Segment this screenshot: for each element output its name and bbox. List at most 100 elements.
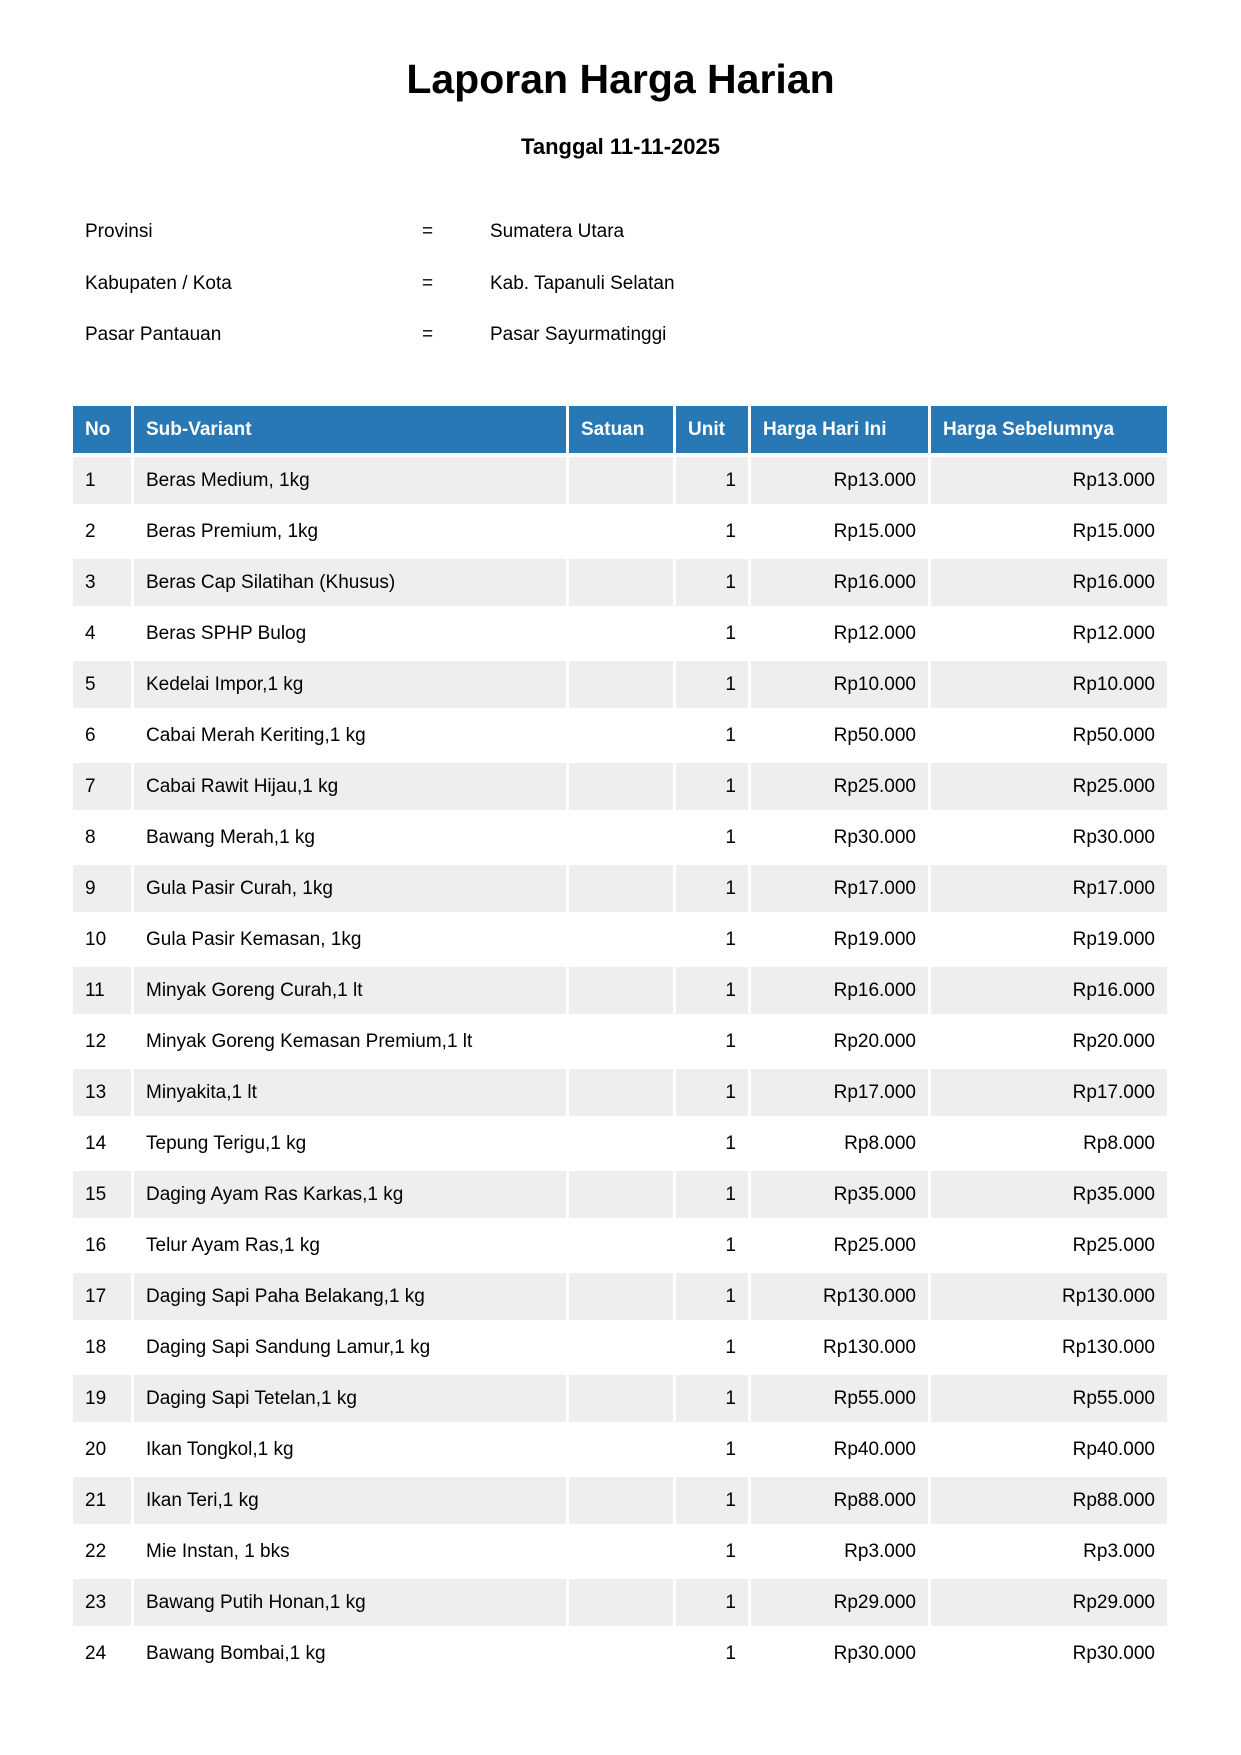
cell-harga-hari-ini: Rp8.000 xyxy=(844,1132,916,1154)
cell-sub-variant: Kedelai Impor,1 kg xyxy=(134,661,566,708)
cell-satuan xyxy=(569,457,673,504)
cell-unit: 1 xyxy=(725,724,736,746)
info-value: Sumatera Utara xyxy=(490,221,625,242)
cell-unit: 1 xyxy=(676,1069,748,1116)
cell-satuan xyxy=(569,1375,673,1422)
report-date: Tanggal 11-11-2025 xyxy=(521,134,720,159)
cell-harga-sebelumnya: Rp17.000 xyxy=(931,1069,1167,1116)
cell-satuan xyxy=(569,712,673,759)
cell-satuan xyxy=(569,1630,673,1677)
info-label: Pasar Pantauan xyxy=(85,324,222,345)
cell-no: 19 xyxy=(73,1375,131,1422)
cell-unit: 1 xyxy=(676,763,748,810)
table-row: 2 Beras Premium, 1kg 1 Rp15.000 Rp15.000 xyxy=(73,508,1167,555)
cell-no: 12 xyxy=(85,1030,107,1052)
cell-satuan xyxy=(569,1222,673,1269)
cell-no: 18 xyxy=(85,1336,107,1358)
cell-no: 15 xyxy=(73,1171,131,1218)
cell-harga-hari-ini: Rp50.000 xyxy=(833,724,916,746)
cell-harga-sebelumnya: Rp40.000 xyxy=(1072,1438,1155,1460)
cell-no: 17 xyxy=(73,1273,131,1320)
cell-sub-variant: Cabai Merah Keriting,1 kg xyxy=(146,724,366,746)
cell-harga-hari-ini: Rp16.000 xyxy=(751,967,928,1014)
cell-harga-hari-ini: Rp17.000 xyxy=(751,1069,928,1116)
cell-harga-sebelumnya: Rp16.000 xyxy=(931,559,1167,606)
cell-harga-hari-ini: Rp13.000 xyxy=(751,457,928,504)
cell-sub-variant: Cabai Rawit Hijau,1 kg xyxy=(134,763,566,810)
cell-sub-variant: Ikan Teri,1 kg xyxy=(134,1477,566,1524)
cell-satuan xyxy=(569,1477,673,1524)
cell-sub-variant: Minyak Goreng Curah,1 lt xyxy=(134,967,566,1014)
cell-unit: 1 xyxy=(725,1438,736,1460)
cell-no: 24 xyxy=(85,1642,107,1664)
cell-no: 20 xyxy=(85,1438,107,1460)
cell-sub-variant: Telur Ayam Ras,1 kg xyxy=(146,1234,320,1256)
table-row: 17 Daging Sapi Paha Belakang,1 kg 1 Rp130.0… xyxy=(73,1273,1167,1320)
cell-no: 13 xyxy=(73,1069,131,1116)
cell-harga-sebelumnya: Rp29.000 xyxy=(931,1579,1167,1626)
cell-harga-sebelumnya: Rp30.000 xyxy=(1072,1642,1155,1664)
info-label: Kabupaten / Kota xyxy=(85,273,232,294)
cell-harga-hari-ini: Rp130.000 xyxy=(751,1273,928,1320)
cell-harga-sebelumnya: Rp8.000 xyxy=(1083,1132,1155,1154)
cell-harga-hari-ini: Rp3.000 xyxy=(844,1540,916,1562)
cell-unit: 1 xyxy=(676,967,748,1014)
cell-unit: 1 xyxy=(725,928,736,950)
info-value: Pasar Sayurmatinggi xyxy=(490,324,667,345)
cell-harga-sebelumnya: Rp25.000 xyxy=(931,763,1167,810)
cell-sub-variant: Mie Instan, 1 bks xyxy=(146,1540,290,1562)
cell-harga-sebelumnya: Rp16.000 xyxy=(931,967,1167,1014)
table-row: 13 Minyakita,1 lt 1 Rp17.000 Rp17.000 xyxy=(73,1069,1167,1116)
cell-satuan xyxy=(569,1273,673,1320)
table-row: 11 Minyak Goreng Curah,1 lt 1 Rp16.000 Rp16.… xyxy=(73,967,1167,1014)
cell-sub-variant: Daging Sapi Paha Belakang,1 kg xyxy=(134,1273,566,1320)
cell-sub-variant: Beras SPHP Bulog xyxy=(146,622,307,644)
info-value: Kab. Tapanuli Selatan xyxy=(490,273,675,294)
cell-harga-hari-ini: Rp15.000 xyxy=(833,520,916,542)
cell-unit: 1 xyxy=(676,457,748,504)
table-row: 23 Bawang Putih Honan,1 kg 1 Rp29.000 Rp29.0… xyxy=(73,1579,1167,1626)
cell-no: 23 xyxy=(73,1579,131,1626)
info-separator: = xyxy=(422,273,434,294)
table-row: 24 Bawang Bombai,1 kg 1 Rp30.000 Rp30.000 xyxy=(73,1630,1167,1677)
header-unit: Unit xyxy=(676,406,748,453)
header-harga-hari-ini: Harga Hari Ini xyxy=(751,406,928,453)
cell-no: 6 xyxy=(85,724,96,746)
cell-harga-sebelumnya: Rp12.000 xyxy=(1072,622,1155,644)
cell-harga-hari-ini: Rp17.000 xyxy=(751,865,928,912)
cell-unit: 1 xyxy=(725,1336,736,1358)
cell-harga-sebelumnya: Rp13.000 xyxy=(931,457,1167,504)
cell-satuan xyxy=(569,763,673,810)
cell-harga-sebelumnya: Rp19.000 xyxy=(1072,928,1155,950)
cell-harga-sebelumnya: Rp35.000 xyxy=(931,1171,1167,1218)
cell-no: 16 xyxy=(85,1234,107,1256)
table-row: 16 Telur Ayam Ras,1 kg 1 Rp25.000 Rp25.000 xyxy=(73,1222,1167,1269)
info-separator: = xyxy=(422,221,434,242)
table-row: 4 Beras SPHP Bulog 1 Rp12.000 Rp12.000 xyxy=(73,610,1167,657)
cell-satuan xyxy=(569,610,673,657)
table-row: 18 Daging Sapi Sandung Lamur,1 kg 1 Rp130.0… xyxy=(73,1324,1167,1371)
cell-satuan xyxy=(569,1426,673,1473)
cell-harga-hari-ini: Rp25.000 xyxy=(751,763,928,810)
cell-satuan xyxy=(569,1120,673,1167)
cell-satuan xyxy=(569,508,673,555)
cell-harga-hari-ini: Rp88.000 xyxy=(751,1477,928,1524)
cell-satuan xyxy=(569,967,673,1014)
cell-satuan xyxy=(569,1324,673,1371)
cell-sub-variant: Gula Pasir Kemasan, 1kg xyxy=(146,928,362,950)
cell-no: 8 xyxy=(85,826,96,848)
cell-no: 7 xyxy=(73,763,131,810)
cell-no: 3 xyxy=(73,559,131,606)
cell-unit: 1 xyxy=(725,826,736,848)
info-separator: = xyxy=(422,324,434,345)
cell-harga-hari-ini: Rp19.000 xyxy=(833,928,916,950)
header-satuan: Satuan xyxy=(569,406,673,453)
cell-satuan xyxy=(569,1018,673,1065)
cell-sub-variant: Beras Cap Silatihan (Khusus) xyxy=(134,559,566,606)
cell-no: 22 xyxy=(85,1540,107,1562)
cell-unit: 1 xyxy=(676,1273,748,1320)
table-row: 10 Gula Pasir Kemasan, 1kg 1 Rp19.000 Rp19.0… xyxy=(73,916,1167,963)
cell-harga-sebelumnya: Rp50.000 xyxy=(1072,724,1155,746)
cell-harga-sebelumnya: Rp3.000 xyxy=(1083,1540,1155,1562)
cell-harga-hari-ini: Rp25.000 xyxy=(833,1234,916,1256)
